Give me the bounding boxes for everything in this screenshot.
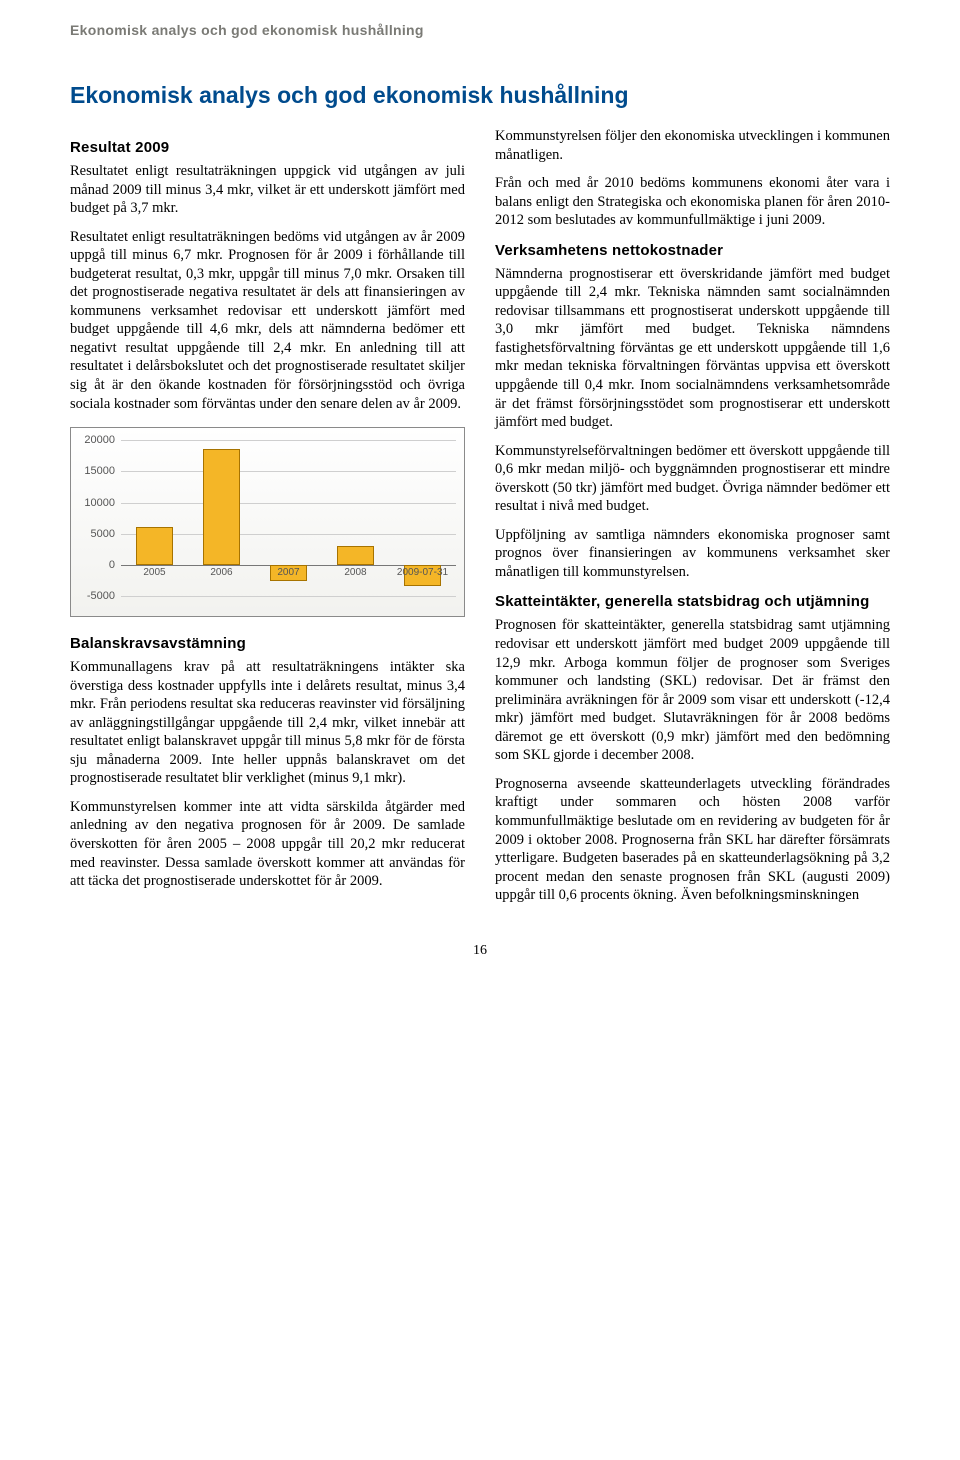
- right-column: Kommunstyrelsen följer den ekonomiska ut…: [495, 127, 890, 915]
- body-paragraph: Kommunstyrelseförvaltningen bedömer ett …: [495, 442, 890, 516]
- chart-plot-area: -500005000100001500020000200520062007200…: [121, 440, 456, 596]
- chart-y-tick-label: 15000: [84, 465, 121, 477]
- page-number: 16: [70, 943, 890, 959]
- chart-x-tick-label: 2005: [143, 565, 165, 578]
- chart-bar-fill: [136, 527, 173, 564]
- chart-y-tick-label: 0: [109, 559, 121, 571]
- body-paragraph: Uppföljning av samtliga nämnders ekonomi…: [495, 526, 890, 582]
- body-paragraph: Prognosen för skatteintäkter, generella …: [495, 616, 890, 764]
- chart-y-tick-label: 5000: [91, 528, 121, 540]
- section-heading-balanskrav: Balanskravsavstämning: [70, 635, 465, 652]
- chart-bar-fill: [203, 449, 240, 564]
- body-paragraph: Kommunstyrelsen kommer inte att vidta sä…: [70, 798, 465, 891]
- chart-bar-fill: [337, 546, 374, 565]
- section-heading-resultat: Resultat 2009: [70, 139, 465, 156]
- section-heading-skatteintakter: Skatteintäkter, generella statsbidrag oc…: [495, 593, 890, 610]
- chart-x-tick-label: 2007: [277, 565, 299, 578]
- chart-x-tick-label: 2006: [210, 565, 232, 578]
- body-paragraph: Resultatet enligt resultaträkningen bedö…: [70, 228, 465, 413]
- body-paragraph: Kommunallagens krav på att resultaträkni…: [70, 658, 465, 788]
- body-paragraph: Resultatet enligt resultaträkningen uppg…: [70, 162, 465, 218]
- chart-gridline: [121, 596, 456, 597]
- two-column-layout: Resultat 2009 Resultatet enligt resultat…: [70, 127, 890, 915]
- chart-y-tick-label: -5000: [87, 590, 121, 602]
- running-head: Ekonomisk analys och god ekonomisk hushå…: [70, 22, 890, 38]
- body-paragraph: Nämnderna prognostiserar ett överskridan…: [495, 265, 890, 432]
- body-paragraph: Från och med år 2010 bedöms kommunens ek…: [495, 174, 890, 230]
- page-title: Ekonomisk analys och god ekonomisk hushå…: [70, 82, 890, 109]
- left-column: Resultat 2009 Resultatet enligt resultat…: [70, 127, 465, 915]
- chart-y-tick-label: 10000: [84, 497, 121, 509]
- chart-x-tick-label: 2009-07-31: [397, 565, 448, 578]
- body-paragraph: Prognoserna avseende skatteunderlagets u…: [495, 775, 890, 905]
- body-paragraph: Kommunstyrelsen följer den ekonomiska ut…: [495, 127, 890, 164]
- page: Ekonomisk analys och god ekonomisk hushå…: [0, 0, 960, 989]
- section-heading-verksamhet: Verksamhetens nettokostnader: [495, 242, 890, 259]
- chart-x-tick-label: 2008: [344, 565, 366, 578]
- result-bar-chart: -5000 0 5000 10000 15000 20000 2005 2006 2007 200…: [70, 427, 465, 617]
- chart-y-tick-label: 20000: [84, 434, 121, 446]
